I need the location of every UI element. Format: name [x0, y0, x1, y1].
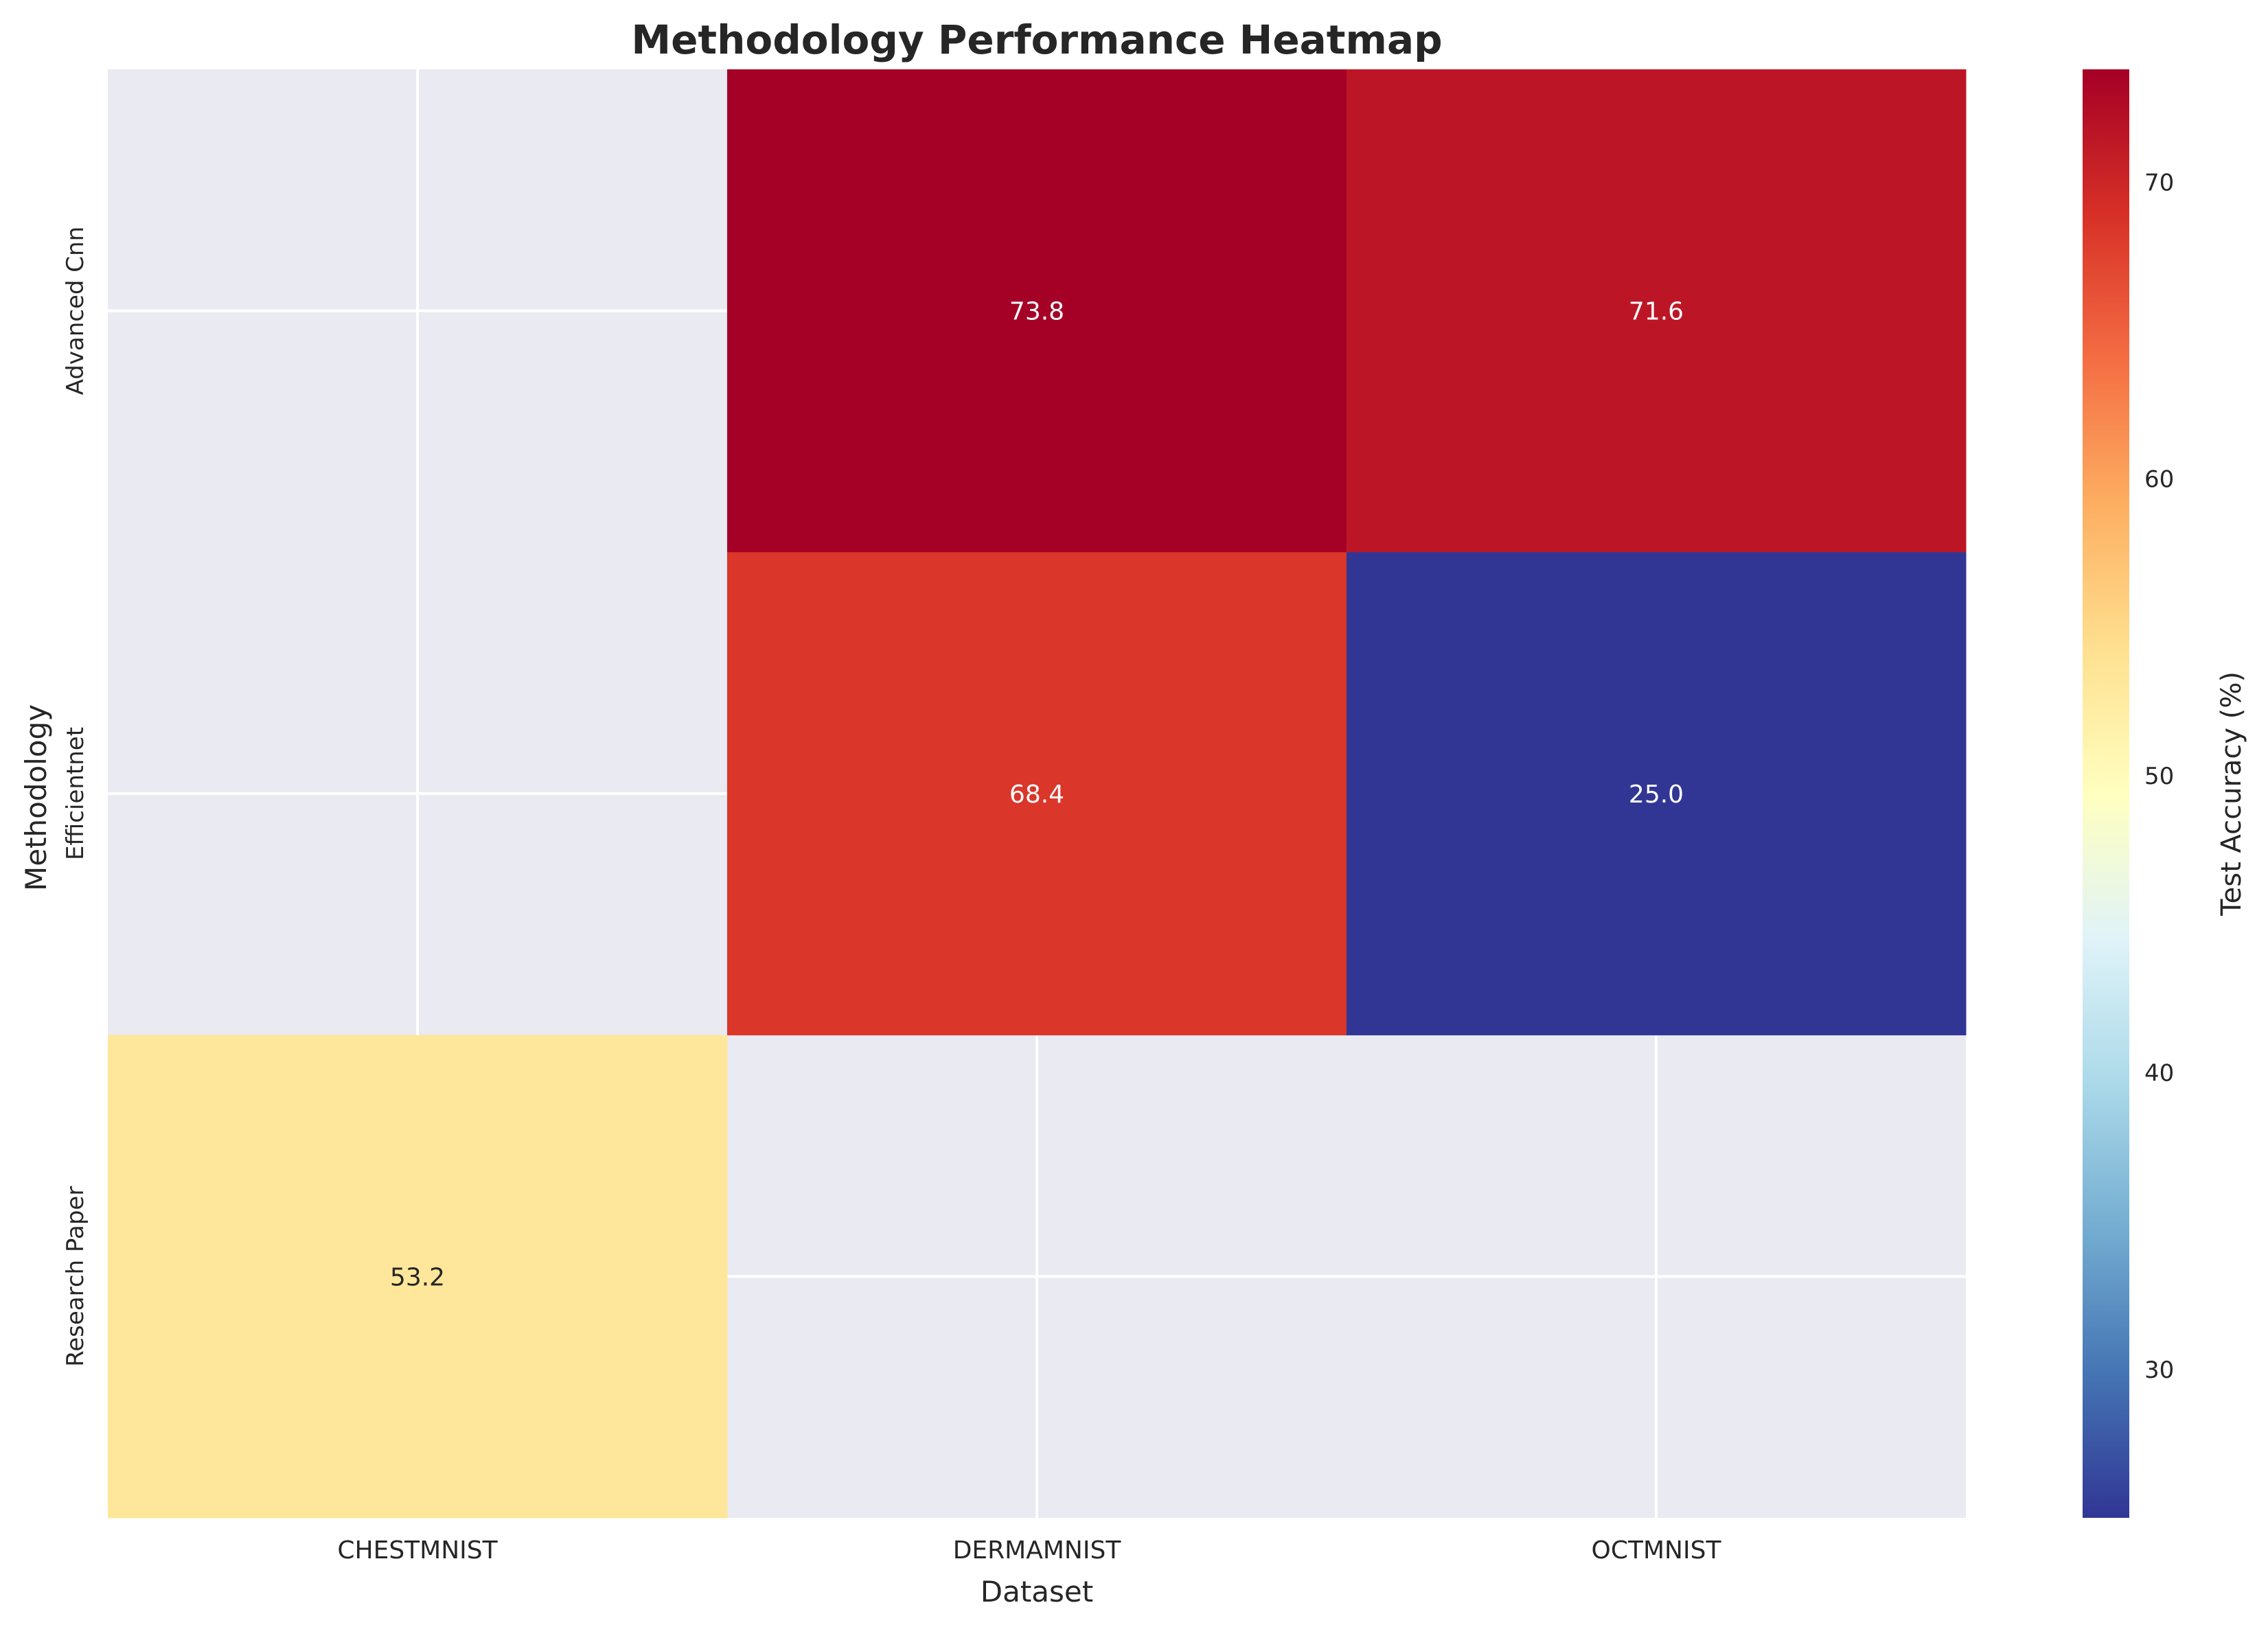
x-tick-label: CHESTMNIST [337, 1536, 498, 1565]
cell-value-label: 53.2 [390, 1263, 445, 1291]
colorbar-tick-label: 60 [2144, 466, 2174, 494]
colorbar-ticks: 30 40 50 60 70 [2144, 169, 2174, 1384]
cell-value-label: 25.0 [1629, 781, 1684, 809]
cell-value-label: 68.4 [1009, 781, 1064, 809]
x-tick-label: OCTMNIST [1592, 1536, 1722, 1565]
y-tick-label: Efficientnet [62, 727, 89, 860]
y-axis-label: Methodology [19, 704, 53, 891]
heatmap-cell [1347, 552, 1967, 1036]
heatmap-cell-labels: 73.8 71.6 68.4 25.0 53.2 [390, 298, 1684, 1292]
y-tick-labels: Advanced Cnn Efficientnet Research Paper [62, 227, 89, 1367]
heatmap-cells [108, 69, 1967, 1519]
cell-value-label: 73.8 [1009, 298, 1064, 326]
x-tick-labels: CHESTMNIST DERMAMNIST OCTMNIST [337, 1536, 1721, 1565]
colorbar [2083, 69, 2129, 1518]
x-axis-label: Dataset [981, 1575, 1093, 1608]
colorbar-tick-label: 40 [2144, 1059, 2174, 1087]
heatmap-cell [1347, 69, 1967, 553]
y-tick-label: Advanced Cnn [62, 227, 89, 395]
chart-title: Methodology Performance Heatmap [631, 16, 1442, 63]
heatmap-cell [727, 552, 1347, 1036]
x-tick-label: DERMAMNIST [953, 1536, 1122, 1565]
cell-value-label: 71.6 [1629, 298, 1684, 326]
colorbar-label: Test Accuracy (%) [2216, 671, 2247, 916]
y-tick-label: Research Paper [62, 1186, 89, 1367]
heatmap-cell [727, 69, 1347, 553]
heatmap-cell [108, 1035, 728, 1519]
colorbar-tick-label: 50 [2144, 763, 2174, 790]
colorbar-tick-label: 70 [2144, 169, 2174, 196]
colorbar-tick-label: 30 [2144, 1357, 2174, 1384]
